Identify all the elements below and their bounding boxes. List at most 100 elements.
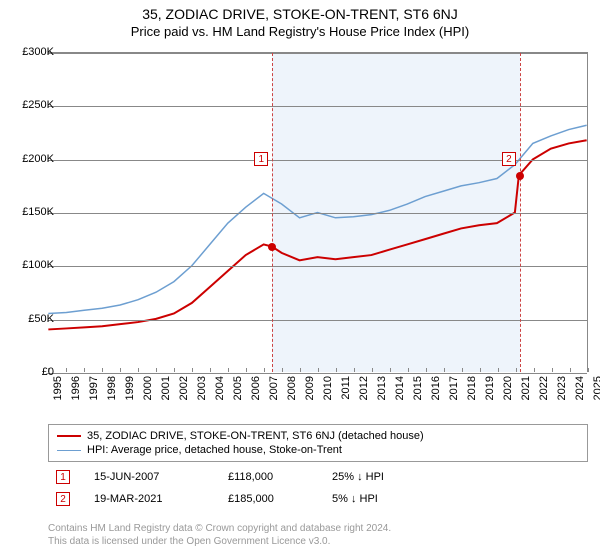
legend-swatch	[57, 450, 81, 451]
x-tick-label: 2002	[178, 376, 190, 400]
annotation-price: £118,000	[228, 471, 308, 483]
x-tick-label: 1996	[70, 376, 82, 400]
x-tick	[264, 368, 265, 372]
chart-title: 35, ZODIAC DRIVE, STOKE-ON-TRENT, ST6 6N…	[0, 0, 600, 22]
x-tick-label: 2018	[466, 376, 478, 400]
x-tick	[444, 368, 445, 372]
x-tick	[228, 368, 229, 372]
x-tick	[102, 368, 103, 372]
x-tick-label: 2017	[448, 376, 460, 400]
x-tick	[318, 368, 319, 372]
x-tick	[408, 368, 409, 372]
x-tick-label: 1999	[124, 376, 136, 400]
x-tick-label: 2020	[502, 376, 514, 400]
chart-container: 35, ZODIAC DRIVE, STOKE-ON-TRENT, ST6 6N…	[0, 0, 600, 560]
x-tick-label: 1998	[106, 376, 118, 400]
x-tick-label: 2007	[268, 376, 280, 400]
legend-swatch	[57, 435, 81, 437]
x-tick	[120, 368, 121, 372]
x-tick-label: 2003	[196, 376, 208, 400]
x-tick	[426, 368, 427, 372]
gridline	[48, 320, 587, 321]
annotation-price: £185,000	[228, 493, 308, 505]
annotation-date: 19-MAR-2021	[94, 493, 204, 505]
gridline	[48, 266, 587, 267]
annotation-marker: 2	[56, 492, 70, 506]
x-tick-label: 2008	[286, 376, 298, 400]
legend-label: 35, ZODIAC DRIVE, STOKE-ON-TRENT, ST6 6N…	[87, 430, 424, 442]
legend-row: HPI: Average price, detached house, Stok…	[57, 443, 579, 457]
annotation-row: 1 15-JUN-2007 £118,000 25% ↓ HPI	[48, 466, 588, 488]
x-tick	[156, 368, 157, 372]
series-price_paid	[48, 140, 586, 329]
x-tick-label: 2014	[394, 376, 406, 400]
annotation-date: 15-JUN-2007	[94, 471, 204, 483]
x-tick-label: 1995	[52, 376, 64, 400]
x-tick-label: 2019	[484, 376, 496, 400]
plot-area: 12	[48, 52, 588, 372]
x-tick	[516, 368, 517, 372]
footer-line-1: Contains HM Land Registry data © Crown c…	[48, 522, 588, 535]
sale-vline	[272, 53, 273, 372]
y-tick-label: £50K	[10, 313, 54, 325]
x-tick-label: 2015	[412, 376, 424, 400]
annotation-diff: 25% ↓ HPI	[332, 471, 442, 483]
gridline	[48, 53, 587, 54]
x-tick	[246, 368, 247, 372]
sale-marker-box: 1	[254, 152, 268, 166]
x-tick-label: 2024	[574, 376, 586, 400]
x-tick-label: 2001	[160, 376, 172, 400]
x-tick	[192, 368, 193, 372]
legend-row: 35, ZODIAC DRIVE, STOKE-ON-TRENT, ST6 6N…	[57, 429, 579, 443]
y-tick-label: £0	[10, 366, 54, 378]
y-tick-label: £150K	[10, 206, 54, 218]
x-tick	[300, 368, 301, 372]
x-tick-label: 2016	[430, 376, 442, 400]
footer-line-2: This data is licensed under the Open Gov…	[48, 535, 588, 548]
x-tick	[354, 368, 355, 372]
x-tick	[462, 368, 463, 372]
x-tick-label: 2005	[232, 376, 244, 400]
x-tick-label: 2011	[340, 376, 352, 400]
x-tick-label: 2006	[250, 376, 262, 400]
sale-marker-box: 2	[502, 152, 516, 166]
gridline	[48, 106, 587, 107]
footer-attribution: Contains HM Land Registry data © Crown c…	[48, 522, 588, 548]
annotation-diff: 5% ↓ HPI	[332, 493, 442, 505]
x-tick-label: 1997	[88, 376, 100, 400]
sale-dot	[268, 243, 276, 251]
gridline	[48, 213, 587, 214]
x-tick	[552, 368, 553, 372]
x-tick-label: 2023	[556, 376, 568, 400]
legend-label: HPI: Average price, detached house, Stok…	[87, 444, 342, 456]
y-tick-label: £200K	[10, 153, 54, 165]
x-tick-label: 2021	[520, 376, 532, 400]
x-tick-label: 2012	[358, 376, 370, 400]
x-tick-label: 2025	[592, 376, 600, 400]
x-tick	[66, 368, 67, 372]
x-tick	[570, 368, 571, 372]
x-tick	[588, 368, 589, 372]
x-tick	[282, 368, 283, 372]
x-tick-label: 2010	[322, 376, 334, 400]
y-tick-label: £300K	[10, 46, 54, 58]
x-tick-label: 2004	[214, 376, 226, 400]
x-tick	[480, 368, 481, 372]
x-tick	[138, 368, 139, 372]
y-tick-label: £100K	[10, 259, 54, 271]
annotation-marker: 1	[56, 470, 70, 484]
x-tick-label: 2009	[304, 376, 316, 400]
x-tick	[210, 368, 211, 372]
x-tick	[174, 368, 175, 372]
chart-subtitle: Price paid vs. HM Land Registry's House …	[0, 22, 600, 39]
sale-vline	[520, 53, 521, 372]
annotation-table: 1 15-JUN-2007 £118,000 25% ↓ HPI 2 19-MAR-202…	[48, 466, 588, 510]
x-tick	[534, 368, 535, 372]
x-tick-label: 2022	[538, 376, 550, 400]
x-tick	[390, 368, 391, 372]
legend-box: 35, ZODIAC DRIVE, STOKE-ON-TRENT, ST6 6N…	[48, 424, 588, 462]
sale-dot	[516, 172, 524, 180]
x-tick	[498, 368, 499, 372]
x-axis: 1995199619971998199920002001200220032004…	[48, 372, 588, 422]
y-tick-label: £250K	[10, 99, 54, 111]
